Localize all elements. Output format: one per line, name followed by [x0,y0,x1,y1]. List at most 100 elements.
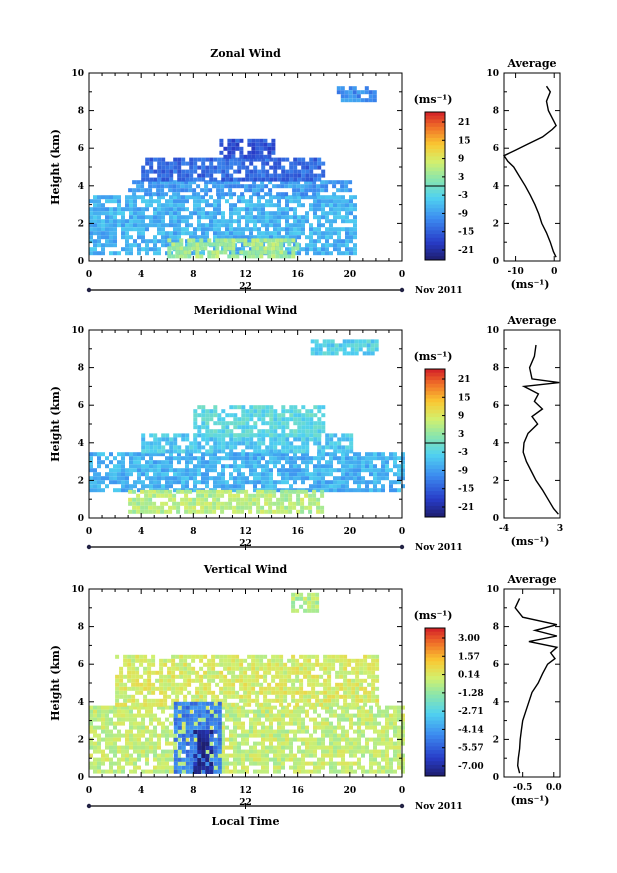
heatmap-cell [253,749,257,754]
heatmap-cell [329,737,333,742]
heatmap-cell [209,733,214,738]
heatmap-cell [317,251,321,256]
heatmap-cell [321,753,325,758]
heatmap-cell [285,721,289,726]
heatmap-cell [255,146,260,151]
heatmap-cell [257,433,262,438]
y-tick-label: 0 [78,257,84,267]
heatmap-cell [125,733,129,738]
heatmap-cell [257,705,261,710]
avg-y-tick-label: 10 [486,69,499,79]
heatmap-cell [169,243,173,248]
colorbar-swatch [425,163,445,168]
heatmap-cell [113,745,117,750]
heatmap-cell [115,686,120,691]
heatmap-cell [93,749,97,754]
heatmap-cell [317,456,321,461]
heatmap-cell [289,227,293,232]
heatmap-cell [247,678,252,683]
heatmap-cell [353,464,357,469]
heatmap-cell [109,215,113,220]
y-tick-label: 2 [78,476,84,486]
heatmap-cell [164,180,169,185]
heatmap-cell [181,157,186,162]
heatmap-cell [336,180,341,185]
heatmap-cell [207,666,212,671]
heatmap-cell [177,472,181,477]
heatmap-cell [151,662,156,667]
heatmap-cell [248,501,253,506]
heatmap-cell [172,493,177,498]
heatmap-cell [301,405,306,410]
heatmap-cell [357,488,361,493]
heatmap-cell [261,161,266,166]
heatmap-cell [199,254,204,259]
heatmap-cell [217,161,222,166]
heatmap-cell [312,180,317,185]
heatmap-cell [209,449,214,454]
heatmap-cell [247,242,252,247]
heatmap-cell [397,757,401,762]
heatmap-cell [292,192,297,197]
heatmap-cell [325,725,329,730]
heatmap-cell [148,493,153,498]
heatmap-cell [245,437,250,442]
heatmap-cell [193,445,198,450]
heatmap-cell [240,184,245,189]
heatmap-cell [277,235,281,240]
heatmap-cell [296,489,301,494]
heatmap-cell [329,199,333,204]
heatmap-cell [220,180,225,185]
heatmap-cell [213,433,218,438]
heatmap-cell [189,231,193,236]
heatmap-cell [205,725,210,730]
heatmap-cell [313,413,318,418]
heatmap-cell [233,745,237,750]
heatmap-cell [177,709,182,714]
heatmap-cell [121,705,125,710]
heatmap-cell [329,753,333,758]
heatmap-cell [245,199,249,204]
heatmap-cell [251,246,256,251]
heatmap-cell [329,203,333,208]
heatmap-cell [113,219,117,224]
heatmap-cell [321,725,325,730]
heatmap-cell [193,203,197,208]
heatmap-cell [185,717,190,722]
heatmap-cell [129,207,133,212]
heatmap-cell [195,698,200,703]
heatmap-cell [200,497,205,502]
heatmap-cell [189,460,193,465]
heatmap-cell [185,169,190,174]
heatmap-cell [329,452,333,457]
heatmap-cell [289,729,293,734]
heatmap-cell [275,658,280,663]
heatmap-cell [89,468,93,473]
heatmap-cell [359,670,364,675]
heatmap-cell [199,682,204,687]
heatmap-cell [273,753,277,758]
heatmap-cell [249,753,253,758]
heatmap-cell [361,709,365,714]
heatmap-cell [260,180,265,185]
heatmap-cell [189,173,194,178]
heatmap-cell [251,686,256,691]
heatmap-cell [177,452,181,457]
heatmap-cell [277,713,281,718]
heatmap-cell [197,425,202,430]
heatmap-cell [185,480,189,485]
heatmap-cell [305,753,309,758]
colorbar-swatch [425,376,445,381]
heatmap-cell [143,702,148,707]
heatmap-cell [305,468,309,473]
heatmap-cell [141,227,145,232]
heatmap-cell [136,505,141,510]
heatmap-cell [165,437,170,442]
heatmap-cell [371,658,376,663]
heatmap-cell [303,702,308,707]
heatmap-cell [285,247,289,252]
heatmap-cell [133,480,137,485]
heatmap-cell [129,729,133,734]
heatmap-cell [177,725,182,730]
heatmap-cell [329,765,333,770]
